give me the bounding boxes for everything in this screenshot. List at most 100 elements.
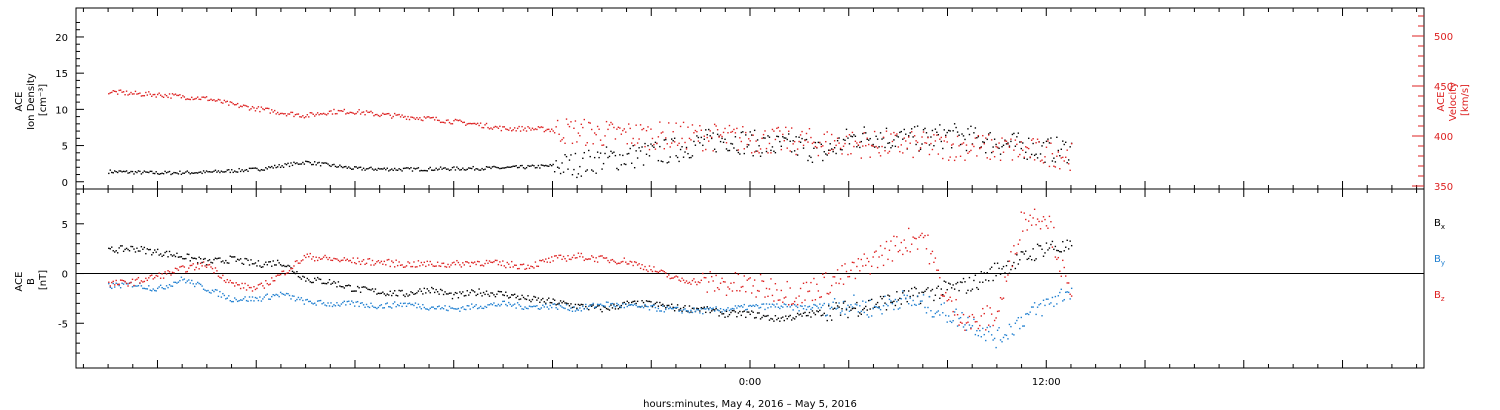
ion-density-series-point: [598, 156, 600, 159]
bz-series-point: [319, 258, 322, 260]
bx-series-point: [325, 283, 328, 285]
ion-density-series-point: [814, 141, 817, 144]
velocity-series-point: [1023, 156, 1025, 158]
by-series-point: [816, 305, 818, 307]
velocity-series-point: [562, 137, 565, 139]
bz-series-point: [358, 260, 360, 263]
velocity-series-point: [534, 128, 537, 130]
by-series-point: [432, 306, 434, 308]
bx-series-point: [838, 306, 840, 308]
bz-series-point: [607, 259, 609, 262]
ion-density-series-point: [869, 137, 871, 140]
ion-density-series-point: [454, 169, 457, 171]
velocity-series-point: [451, 123, 454, 125]
velocity-series-point: [593, 132, 596, 134]
ion-density-series-point: [263, 169, 266, 171]
bx-series-point: [433, 291, 436, 294]
velocity-series-point: [207, 99, 209, 102]
velocity-series-point: [958, 145, 960, 147]
bx-series-point: [432, 287, 434, 290]
velocity-series-point: [151, 95, 153, 97]
ion-density-series-point: [339, 164, 341, 166]
bz-series-point: [829, 291, 831, 294]
ion-density-series-point: [796, 154, 799, 156]
by-series-point: [436, 305, 439, 308]
bz-series-point: [727, 286, 729, 288]
by-series-point: [1013, 334, 1015, 336]
bz-series-point: [257, 284, 260, 286]
ion-density-series-point: [860, 140, 863, 143]
ion-density-series-point: [718, 135, 720, 137]
velocity-series-point: [380, 114, 383, 116]
by-series-point: [399, 302, 402, 305]
by-series-point: [793, 303, 796, 306]
by-series-point: [826, 314, 828, 316]
velocity-series-point: [945, 136, 947, 138]
bz-series-point: [388, 258, 390, 261]
bx-series-point: [728, 313, 731, 316]
ion-density-series-point: [872, 143, 874, 146]
ion-density-series-point: [685, 146, 688, 149]
ion-density-series-point: [1059, 155, 1061, 157]
ion-density-series-point: [431, 169, 433, 171]
velocity-series-point: [887, 152, 889, 154]
velocity-series-point: [143, 95, 146, 97]
ion-density-series-point: [736, 149, 738, 152]
bx-series-point: [161, 255, 163, 258]
bz-series-point: [666, 276, 668, 278]
bz-series-point: [525, 267, 528, 270]
ion-density-series-point: [188, 171, 190, 174]
ion-density-series-point: [682, 156, 685, 158]
by-series-point: [395, 305, 397, 308]
by-series-point: [771, 303, 774, 305]
bx-series-point: [936, 287, 938, 289]
velocity-series-point: [755, 140, 757, 142]
bx-series-point: [334, 282, 337, 284]
by-series-point: [508, 301, 510, 304]
ion-density-series-point: [1007, 142, 1009, 144]
velocity-series-point: [414, 118, 417, 120]
velocity-series-point: [313, 115, 316, 117]
bz-series-point: [657, 271, 660, 274]
velocity-series-point: [611, 123, 614, 125]
by-series-point: [768, 303, 771, 305]
bx-series-point: [817, 310, 820, 313]
by-series-point: [565, 303, 568, 306]
velocity-series-point: [902, 152, 904, 154]
ion-density-series-point: [533, 165, 535, 167]
bz-series-point: [709, 271, 711, 273]
bx-series-point: [176, 252, 178, 255]
by-series-point: [545, 303, 547, 306]
velocity-series-point: [276, 111, 279, 114]
bz-series-point: [313, 260, 316, 262]
bx-series-point: [715, 307, 717, 310]
by-series-point: [553, 303, 556, 305]
by-series-point: [596, 303, 599, 306]
bx-series-point: [525, 298, 528, 301]
by-series-point: [325, 305, 328, 307]
bx-series-point: [275, 264, 277, 266]
bz-series-point: [528, 267, 531, 270]
bx-series-point: [539, 301, 541, 303]
bz-series-point: [435, 265, 437, 267]
velocity-series-point: [211, 99, 214, 102]
ion-density-series-point: [109, 169, 111, 171]
by-series-point: [662, 305, 664, 307]
ion-density-series-point: [165, 172, 168, 174]
by-series-point: [238, 299, 240, 302]
bx-series-point: [207, 259, 209, 262]
bz-series-point: [259, 283, 261, 286]
bx-series-point: [293, 271, 295, 274]
bx-series-point: [383, 293, 386, 295]
bz-series-point: [459, 264, 461, 266]
bx-series-point: [650, 301, 652, 303]
bz-series-point: [302, 259, 304, 261]
ion-density-series-point: [716, 133, 719, 136]
velocity-series-point: [1059, 168, 1061, 170]
ion-density-series-point: [1013, 132, 1015, 135]
bz-series-point: [121, 279, 123, 282]
ion-density-series-point: [921, 143, 923, 145]
by-series-point: [213, 290, 215, 293]
ion-density-series-point: [989, 131, 991, 134]
by-series-point: [353, 305, 356, 307]
